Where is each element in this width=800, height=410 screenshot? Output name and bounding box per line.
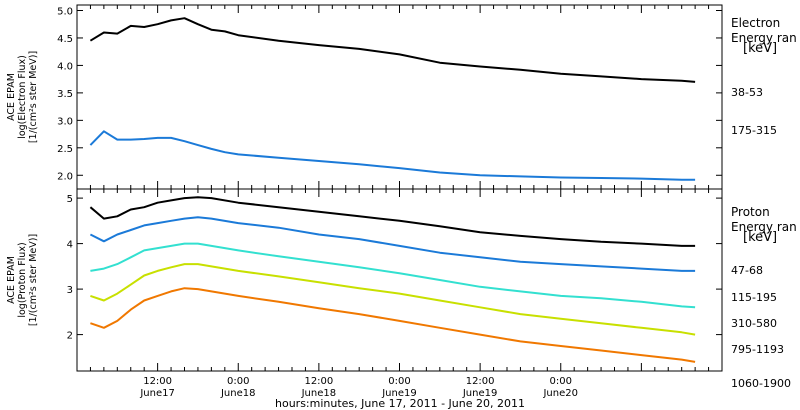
legend-entry: 175-315	[731, 124, 777, 137]
series-line	[89, 130, 696, 181]
y-axis-label: log(Electron Flux)	[17, 55, 28, 139]
x-axis-label: hours:minutes, June 17, 2011 - June 20, …	[275, 397, 525, 410]
series-line	[90, 242, 696, 309]
y-axis-label: ACE EPAM	[6, 256, 17, 304]
y-tick-label: 4.0	[57, 61, 73, 72]
series-line	[90, 287, 696, 363]
x-tick-time: 12:00	[466, 376, 495, 387]
y-tick-label: 3.5	[57, 89, 73, 100]
x-tick-time: 12:00	[143, 376, 172, 387]
legend-title: Energy ran	[731, 220, 797, 234]
legend-title: Electron	[731, 16, 780, 30]
legend-title: Proton	[731, 205, 770, 219]
legend-entry: 38-53	[731, 86, 763, 99]
x-tick-time: 0:00	[388, 376, 410, 387]
x-tick-date: June18	[220, 388, 256, 399]
y-tick-label: 5	[67, 194, 73, 205]
x-tick-time: 0:00	[550, 376, 572, 387]
legend-entry: 795-1193	[731, 343, 784, 356]
legend-entry: 1060-1900	[731, 377, 791, 390]
y-axis-label: [1/(cm²s ster MeV)]	[28, 51, 39, 143]
series-line	[89, 17, 696, 83]
x-tick-date: June20	[542, 388, 578, 399]
legend-entry: 115-195	[731, 291, 777, 304]
x-tick-date: June17	[139, 388, 175, 399]
y-axis-label: ACE EPAM	[6, 73, 17, 121]
y-tick-label: 2	[67, 331, 73, 342]
series-line	[90, 263, 696, 336]
legend-title: [keV]	[743, 230, 777, 245]
y-tick-label: 2.0	[57, 171, 73, 182]
x-tick-date: June19	[381, 388, 417, 399]
y-tick-label: 2.5	[57, 144, 73, 155]
x-tick-date: June18	[301, 388, 337, 399]
y-axis-label: [1/(cm²s ster MeV)]	[28, 234, 39, 326]
panel-frame	[76, 188, 723, 372]
legend-title: [keV]	[743, 41, 777, 56]
y-axis-label: log(Proton Flux)	[17, 242, 28, 317]
y-tick-label: 4.5	[57, 34, 73, 45]
x-tick-date: June19	[462, 388, 498, 399]
series-line	[89, 216, 696, 272]
y-tick-label: 4	[67, 240, 73, 251]
series-line	[89, 196, 696, 247]
y-tick-label: 3	[67, 285, 73, 296]
y-tick-label: 5.0	[57, 6, 73, 17]
legend-title: Energy ran	[731, 31, 797, 45]
legend-entry: 47-68	[731, 264, 763, 277]
y-tick-label: 3.0	[57, 116, 73, 127]
x-tick-time: 0:00	[227, 376, 249, 387]
legend-entry: 310-580	[731, 317, 777, 330]
x-tick-time: 12:00	[304, 376, 333, 387]
panel-frame	[76, 4, 723, 190]
